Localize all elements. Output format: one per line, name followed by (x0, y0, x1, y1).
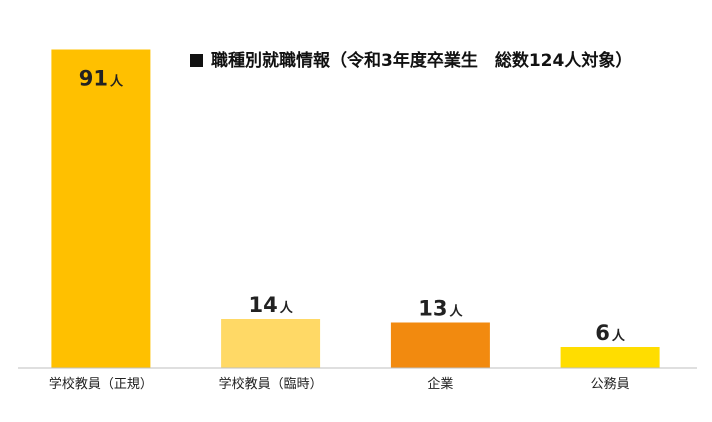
bar-2 (221, 319, 321, 368)
data-label-value: 13 (418, 297, 447, 321)
data-label-1: 91 人 (79, 67, 124, 91)
data-label-3: 13 人 (418, 297, 463, 321)
x-tick-label-2: 学校教員（臨時） (219, 376, 323, 392)
x-tick-label-3: 企業 (427, 376, 453, 392)
data-label-unit: 人 (612, 328, 626, 344)
data-label-unit: 人 (450, 304, 464, 320)
chart-title: 職種別就職情報（令和3年度卒業生 総数124人対象） (190, 46, 632, 71)
bar-1 (51, 49, 151, 368)
bar-3 (390, 322, 490, 368)
title-square-marker (190, 54, 203, 67)
data-label-value: 14 (248, 293, 277, 317)
bar-4 (560, 347, 660, 368)
data-label-unit: 人 (110, 74, 124, 90)
x-tick-label-4: 公務員 (591, 377, 630, 392)
data-label-2: 14 人 (248, 293, 293, 317)
x-tick-label-1: 学校教員（正規） (49, 376, 153, 392)
data-label-value: 91 (79, 67, 108, 91)
data-label-value: 6 (595, 321, 610, 345)
data-label-unit: 人 (280, 300, 294, 316)
chart-title-text: 職種別就職情報（令和3年度卒業生 総数124人対象） (211, 51, 633, 71)
